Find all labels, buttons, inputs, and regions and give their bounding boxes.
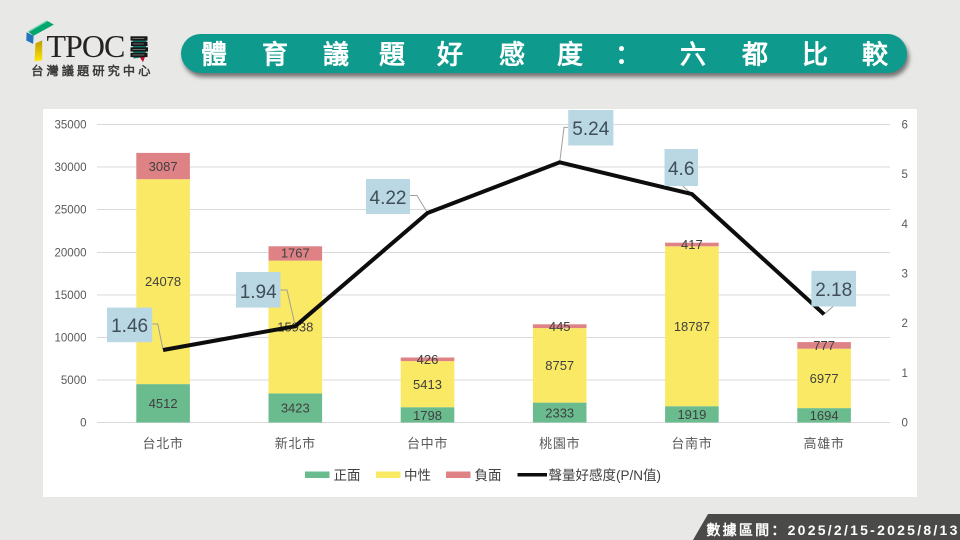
- svg-text:3423: 3423: [281, 401, 310, 416]
- svg-text:2.18: 2.18: [815, 280, 852, 301]
- svg-text:台灣議題研究中心: 台灣議題研究中心: [31, 63, 153, 78]
- svg-text:高雄市: 高雄市: [804, 436, 845, 451]
- svg-text:24078: 24078: [145, 274, 181, 289]
- svg-text:20000: 20000: [55, 248, 87, 260]
- svg-text:35000: 35000: [55, 120, 87, 132]
- svg-text:桃園市: 桃園市: [539, 436, 580, 451]
- svg-text:445: 445: [549, 319, 571, 334]
- svg-text:10000: 10000: [55, 333, 87, 345]
- svg-text:TPOC: TPOC: [47, 28, 125, 64]
- svg-text:25000: 25000: [55, 205, 87, 217]
- svg-text:5413: 5413: [413, 377, 442, 392]
- svg-text:1767: 1767: [281, 246, 310, 261]
- svg-text:1.46: 1.46: [111, 316, 148, 337]
- svg-text:2: 2: [902, 318, 908, 330]
- svg-text:1919: 1919: [677, 407, 706, 422]
- svg-text:台北市: 台北市: [143, 436, 184, 451]
- svg-text:6: 6: [902, 120, 908, 132]
- svg-text:15000: 15000: [55, 290, 87, 302]
- svg-text:30000: 30000: [55, 162, 87, 174]
- svg-text:3: 3: [902, 269, 908, 281]
- svg-text:1: 1: [902, 368, 908, 380]
- svg-text:0: 0: [80, 418, 86, 430]
- svg-text:新北市: 新北市: [275, 436, 316, 451]
- svg-text:正面: 正面: [334, 468, 361, 483]
- svg-text:6977: 6977: [810, 371, 839, 386]
- svg-text:777: 777: [813, 338, 835, 353]
- svg-text:18787: 18787: [674, 319, 710, 334]
- svg-text:5.24: 5.24: [572, 119, 609, 140]
- svg-text:0: 0: [902, 418, 908, 430]
- svg-text:4.6: 4.6: [668, 159, 694, 180]
- svg-text:2333: 2333: [545, 406, 574, 421]
- svg-text:3087: 3087: [149, 159, 178, 174]
- svg-text:1.94: 1.94: [240, 282, 277, 303]
- svg-text:426: 426: [417, 352, 439, 367]
- svg-text:台中市: 台中市: [407, 436, 448, 451]
- svg-text:1798: 1798: [413, 408, 442, 423]
- svg-text:417: 417: [681, 237, 703, 252]
- svg-text:5: 5: [902, 169, 908, 181]
- svg-text:聲量好感度(P/N值): 聲量好感度(P/N值): [549, 467, 662, 483]
- svg-text:4: 4: [902, 219, 909, 231]
- svg-text:1694: 1694: [810, 408, 839, 423]
- svg-text:台南市: 台南市: [671, 436, 712, 451]
- svg-text:4.22: 4.22: [370, 188, 407, 209]
- svg-text:負面: 負面: [475, 468, 502, 483]
- svg-text:4512: 4512: [149, 396, 178, 411]
- svg-text:中性: 中性: [404, 468, 431, 483]
- svg-text:5000: 5000: [61, 375, 87, 387]
- svg-text:8757: 8757: [545, 358, 574, 373]
